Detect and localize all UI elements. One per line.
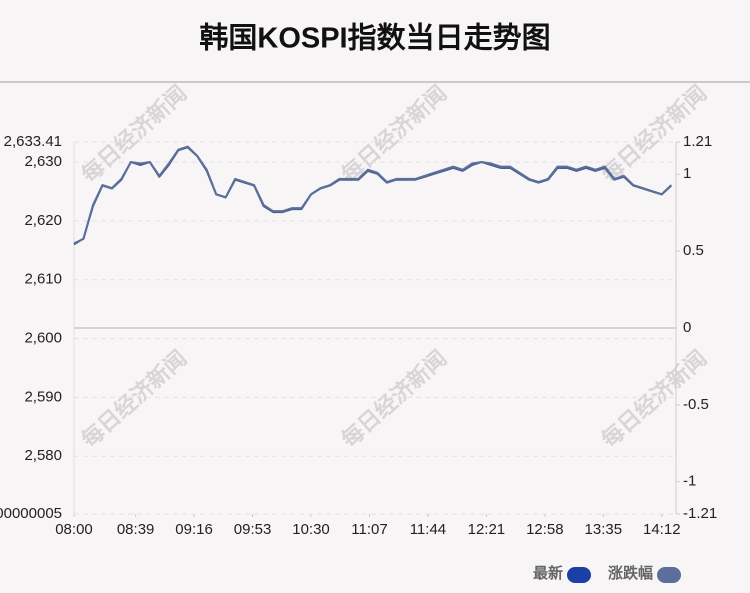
x-tick-label: 12:58 [526, 521, 564, 538]
legend-label: 最新 [533, 564, 563, 582]
y-tick-label: 2,630 [24, 153, 62, 170]
legend-swatch [567, 567, 592, 583]
x-tick-label: 08:39 [117, 521, 155, 538]
legend-swatch [657, 567, 682, 583]
y2-tick-label: -1 [683, 473, 696, 490]
y-tick-label: 2,610 [24, 271, 62, 288]
x-tick-label: 09:16 [175, 521, 213, 538]
x-tick-label: 11:07 [351, 521, 387, 538]
y2-tick-label: 1 [683, 165, 691, 182]
x-tick-label: 13:35 [585, 521, 623, 538]
x-tick-label: 08:00 [55, 521, 93, 538]
y2-tick-label: 0 [683, 319, 691, 336]
y2-tick-label: 0.5 [683, 242, 704, 259]
y2-tick-label: -1.21 [683, 505, 717, 522]
legend-label: 涨跌幅 [608, 564, 653, 582]
y-tick-label: 2,580 [24, 447, 62, 464]
y-tick-label: 2,570.190000000005 [0, 505, 62, 522]
y-tick-label: 2,590 [24, 388, 62, 405]
x-tick-label: 11:44 [410, 521, 446, 538]
y2-tick-label: 1.21 [683, 133, 712, 150]
y2-tick-label: -0.5 [683, 396, 709, 413]
x-tick-label: 12:21 [468, 521, 506, 538]
y-tick-label: 2,633.41 [4, 133, 62, 150]
y-tick-label: 2,600 [24, 330, 62, 347]
x-tick-label: 10:30 [292, 521, 330, 538]
chart-title: 韩国KOSPI指数当日走势图 [199, 22, 550, 55]
y-tick-label: 2,620 [24, 212, 62, 229]
x-tick-label: 14:12 [643, 521, 681, 538]
series-line [73, 145, 672, 245]
x-tick-label: 09:53 [234, 521, 272, 538]
